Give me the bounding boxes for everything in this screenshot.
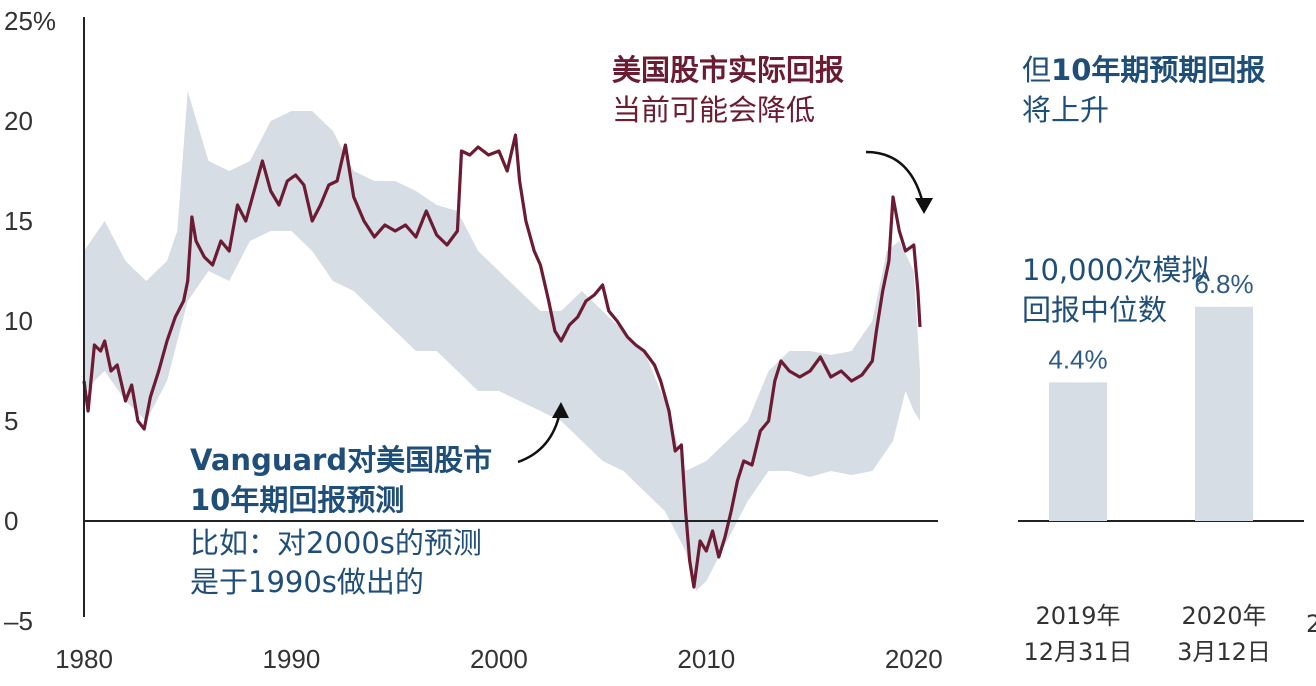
arrow-to-band-icon	[517, 411, 562, 464]
x-tick-label: 2000	[470, 644, 528, 674]
forecast-band-layer	[84, 91, 920, 591]
bar-date-year: 2019年	[1035, 602, 1120, 630]
expected-return-title-bold: 10年期预期回报	[1051, 53, 1265, 87]
forecast-label-line4: 是于1990s做出的	[190, 565, 424, 599]
x-tick-label: 2020	[885, 644, 943, 674]
expected-return-title: 但10年期预期回报	[1022, 53, 1265, 87]
bar-value-label: 4.4%	[1048, 344, 1107, 374]
bar-value-label: 6.8%	[1194, 269, 1253, 299]
edge-fragment-text: 2	[1306, 610, 1316, 638]
x-tick-label: 2010	[677, 644, 735, 674]
y-tick-label: 20	[4, 106, 33, 136]
expected-return-title-prefix: 但	[1022, 53, 1051, 87]
actual-return-line	[82, 133, 922, 589]
simulation-label-line1: 10,000次模拟	[1022, 253, 1210, 287]
actual-return-title: 美国股市实际回报	[612, 53, 844, 87]
y-tick-label: 0	[4, 506, 18, 536]
arrow-to-peak-icon	[865, 150, 926, 209]
forecast-range-band	[84, 91, 920, 591]
bar-layer: 4.4% 2019年 12月31日 6.8% 2020年 3月12日	[1018, 269, 1304, 666]
y-tick-label: 15	[4, 206, 33, 236]
bar-date-day: 12月31日	[1023, 638, 1132, 666]
median-return-bar	[1195, 306, 1253, 521]
bar-date-day: 3月12日	[1177, 638, 1271, 666]
arrow-head-band-icon	[552, 402, 569, 418]
median-return-bar	[1049, 382, 1107, 521]
y-tick-label: 5	[4, 406, 18, 436]
actual-return-subtitle: 当前可能会降低	[612, 93, 815, 127]
forecast-label-line1: Vanguard对美国股市	[190, 443, 492, 477]
axis-layer: 25% 20 15 10 5 0 –5 1980 1990 2000 2010 2020	[4, 6, 943, 674]
y-tick-label: 10	[4, 306, 33, 336]
forecast-label-line3: 比如：对2000s的预测	[190, 526, 482, 560]
expected-return-subtitle: 将上升	[1022, 93, 1109, 127]
x-tick-label: 1990	[263, 644, 321, 674]
forecast-label-line2: 10年期回报预测	[190, 483, 404, 517]
bar-date-year: 2020年	[1181, 602, 1266, 630]
simulation-label-line2: 回报中位数	[1022, 293, 1167, 327]
actual-return-layer	[82, 133, 922, 589]
arrow-head-peak-icon	[915, 198, 933, 214]
y-tick-label: –5	[4, 606, 33, 636]
y-tick-label: 25%	[4, 6, 56, 36]
x-tick-label: 1980	[55, 644, 113, 674]
